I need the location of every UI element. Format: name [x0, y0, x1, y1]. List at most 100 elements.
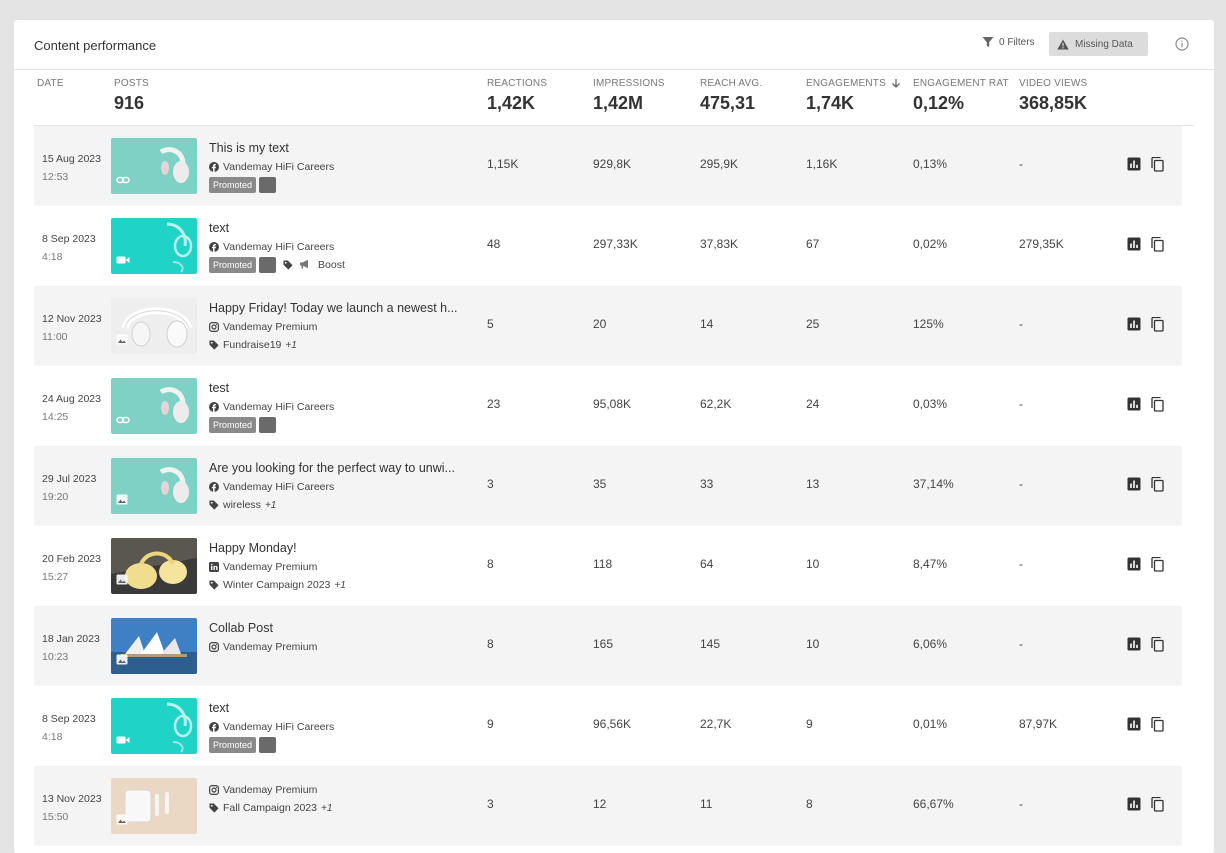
- view-stats-button[interactable]: [1127, 717, 1141, 732]
- tag-label: wireless: [223, 499, 261, 511]
- post-thumbnail[interactable]: [111, 138, 197, 194]
- image-icon: [116, 574, 128, 585]
- post-title[interactable]: text: [209, 221, 230, 235]
- post-info: Vandemay Premium Fall Campaign 2023 +1: [209, 781, 467, 817]
- copy-button[interactable]: [1151, 157, 1164, 172]
- cell-video-views: -: [1019, 317, 1023, 331]
- copy-button[interactable]: [1151, 237, 1164, 252]
- view-stats-button[interactable]: [1127, 237, 1141, 252]
- stats-icon: [1127, 557, 1141, 571]
- table-row[interactable]: 24 Aug 2023 14:25 test Vandemay HiFi Career…: [34, 366, 1182, 446]
- column-header-date[interactable]: DATE: [37, 78, 64, 89]
- column-header-impressions[interactable]: IMPRESSIONS: [593, 78, 665, 89]
- copy-button[interactable]: [1151, 717, 1164, 732]
- post-title[interactable]: Happy Monday!: [209, 541, 297, 555]
- post-meta: Fundraise19 +1: [209, 336, 467, 354]
- post-account: Vandemay HiFi Careers: [209, 718, 467, 736]
- post-thumbnail[interactable]: [111, 698, 197, 754]
- header-divider: [34, 125, 1194, 126]
- copy-button[interactable]: [1151, 317, 1164, 332]
- post-date: 18 Jan 2023 10:23: [42, 630, 100, 666]
- post-tag[interactable]: Fundraise19 +1: [209, 339, 297, 351]
- post-thumbnail[interactable]: [111, 458, 197, 514]
- copy-icon: [1151, 397, 1164, 412]
- more-tags[interactable]: +1: [334, 579, 346, 591]
- video-views-total: 368,85K: [1019, 93, 1088, 113]
- post-thumbnail[interactable]: [111, 378, 197, 434]
- post-title[interactable]: This is my text: [209, 141, 289, 155]
- post-title[interactable]: Are you looking for the perfect way to u…: [209, 461, 455, 475]
- post-tag[interactable]: wireless +1: [209, 499, 276, 511]
- table-row[interactable]: 18 Jan 2023 10:23 Collab Post Vandemay Prem…: [34, 606, 1182, 686]
- post-thumbnail[interactable]: [111, 298, 197, 354]
- view-stats-button[interactable]: [1127, 317, 1141, 332]
- post-title[interactable]: Collab Post: [209, 621, 273, 635]
- moon-badge: [259, 177, 277, 193]
- time-text: 14:25: [42, 411, 69, 423]
- column-header-engagement-rate[interactable]: ENGAGEMENT RAT: [913, 78, 1009, 89]
- post-thumbnail[interactable]: [111, 778, 197, 834]
- cell-engagements: 10: [806, 557, 820, 571]
- copy-button[interactable]: [1151, 477, 1164, 492]
- post-info: Collab Post Vandemay Premium: [209, 621, 467, 656]
- post-type-icon: [116, 652, 128, 670]
- view-stats-button[interactable]: [1127, 397, 1141, 412]
- post-thumbnail[interactable]: [111, 218, 197, 274]
- copy-icon: [1151, 317, 1164, 332]
- post-title[interactable]: test: [209, 381, 230, 395]
- missing-data-button[interactable]: Missing Data: [1049, 32, 1148, 56]
- view-stats-button[interactable]: [1127, 637, 1141, 652]
- stats-icon: [1127, 797, 1141, 811]
- link-icon: [116, 416, 130, 424]
- cell-engagements: 10: [806, 637, 820, 651]
- post-thumbnail[interactable]: [111, 538, 197, 594]
- info-icon[interactable]: [1175, 37, 1189, 56]
- post-thumbnail[interactable]: [111, 618, 197, 674]
- post-tag[interactable]: Winter Campaign 2023 +1: [209, 579, 346, 591]
- filters-button[interactable]: 0 Filters: [982, 36, 1035, 48]
- facebook-icon: [209, 162, 219, 172]
- engagements-label: ENGAGEMENTS: [806, 78, 886, 89]
- boost-label: Boost: [318, 259, 345, 271]
- column-header-video-views[interactable]: VIDEO VIEWS: [1019, 78, 1088, 89]
- table-row[interactable]: 8 Sep 2023 4:18 text Vandemay HiFi Careers P…: [34, 206, 1182, 286]
- promoted-badge: Promoted: [209, 737, 257, 753]
- table-row[interactable]: 20 Feb 2023 15:27 Happy Monday! Vandemay Pr…: [34, 526, 1182, 606]
- column-header-reactions[interactable]: REACTIONS: [487, 78, 548, 89]
- table-row[interactable]: 12 Nov 2023 11:00 Happy Friday! Today we l…: [34, 286, 1182, 366]
- table-row[interactable]: 15 Aug 2023 12:53 This is my text Vandemay …: [34, 126, 1182, 206]
- account-name: Vandemay HiFi Careers: [223, 161, 335, 173]
- tag-label: Fundraise19: [223, 339, 282, 351]
- view-stats-button[interactable]: [1127, 477, 1141, 492]
- account-name: Vandemay Premium: [223, 561, 318, 573]
- copy-button[interactable]: [1151, 397, 1164, 412]
- copy-icon: [1151, 557, 1164, 572]
- cell-engagements: 8: [806, 797, 813, 811]
- copy-button[interactable]: [1151, 637, 1164, 652]
- engagement-rate-total: 0,12%: [913, 93, 965, 113]
- post-tag[interactable]: Fall Campaign 2023 +1: [209, 802, 332, 814]
- warning-icon: [1057, 39, 1069, 49]
- post-info: This is my text Vandemay HiFi Careers Prom…: [209, 141, 467, 194]
- post-title[interactable]: text: [209, 701, 230, 715]
- view-stats-button[interactable]: [1127, 797, 1141, 812]
- column-header-engagements[interactable]: ENGAGEMENTS: [806, 78, 901, 89]
- view-stats-button[interactable]: [1127, 557, 1141, 572]
- column-header-posts[interactable]: POSTS: [114, 78, 149, 89]
- post-type-icon: [116, 332, 128, 350]
- column-header-reach[interactable]: REACH AVG.: [700, 78, 763, 89]
- table-row[interactable]: 13 Nov 2023 15:50 Vandemay Premium Fall Cam…: [34, 766, 1182, 846]
- copy-button[interactable]: [1151, 797, 1164, 812]
- copy-icon: [1151, 237, 1164, 252]
- more-tags[interactable]: +1: [320, 802, 333, 814]
- view-stats-button[interactable]: [1127, 157, 1141, 172]
- post-title[interactable]: Happy Friday! Today we launch a newest h…: [209, 301, 458, 315]
- table-row[interactable]: 29 Jul 2023 19:20 Are you looking for the …: [34, 446, 1182, 526]
- post-date: 15 Aug 2023 12:53: [42, 150, 101, 186]
- more-tags[interactable]: +1: [264, 499, 277, 511]
- copy-button[interactable]: [1151, 557, 1164, 572]
- more-tags[interactable]: +1: [285, 339, 297, 351]
- post-info: test Vandemay HiFi Careers Promoted: [209, 381, 467, 434]
- table-row[interactable]: 8 Sep 2023 4:18 text Vandemay HiFi Careers P…: [34, 686, 1182, 766]
- facebook-icon: [209, 482, 219, 492]
